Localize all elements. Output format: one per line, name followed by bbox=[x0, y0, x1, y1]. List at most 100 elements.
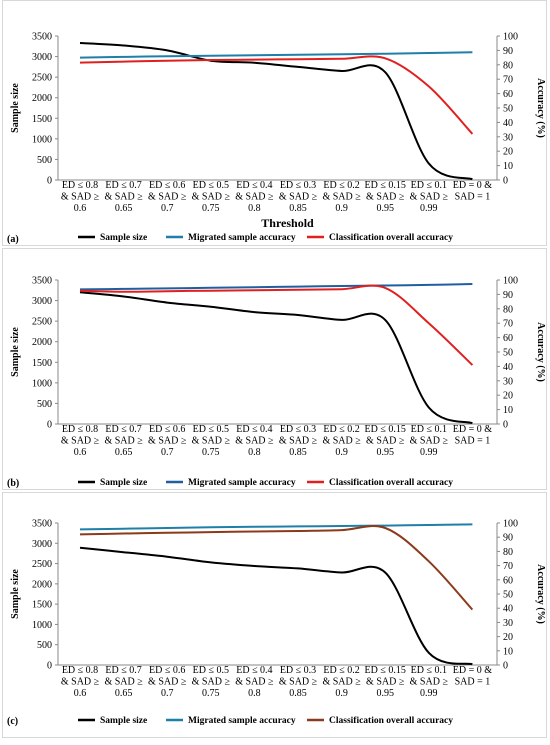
y-tick-label-right: 40 bbox=[503, 118, 513, 129]
x-tick-label: & SAD ≥ bbox=[322, 436, 361, 447]
y-tick-label-right: 40 bbox=[503, 604, 513, 615]
y-tick-label-left: 3000 bbox=[32, 539, 52, 550]
x-tick-label: & SAD ≥ bbox=[366, 677, 405, 688]
x-tick-label: & SAD ≥ bbox=[410, 436, 449, 447]
series-line-0 bbox=[79, 291, 473, 425]
x-tick-label: 0.65 bbox=[115, 688, 133, 699]
y-tick-label-left: 2000 bbox=[32, 337, 52, 348]
x-tick-label: ED ≤ 0.7 bbox=[105, 665, 141, 676]
x-tick-label: ED ≤ 0.5 bbox=[193, 180, 229, 191]
x-tick-label: ED ≤ 0.15 bbox=[365, 424, 406, 435]
y-tick-label-left: 1000 bbox=[32, 134, 52, 145]
x-tick-label: & SAD ≥ bbox=[322, 192, 361, 203]
x-tick-label: 0.6 bbox=[74, 447, 87, 458]
x-tick-label: 0.7 bbox=[161, 203, 174, 214]
x-tick-label: ED = 0 & bbox=[453, 665, 492, 676]
x-axis-title: Threshold bbox=[261, 216, 314, 230]
x-tick-label: ED ≤ 0.15 bbox=[365, 665, 406, 676]
legend-label-0: Sample size bbox=[100, 716, 147, 726]
series-line-1 bbox=[79, 523, 473, 531]
series-line-0 bbox=[79, 42, 473, 181]
x-tick-label: ED ≤ 0.4 bbox=[236, 665, 272, 676]
panel-b: 0 500 1000 1500 2000 2500 3000 3500 0 10 20 30 40 50 6… bbox=[7, 276, 546, 490]
x-tick-label: 0.6 bbox=[74, 203, 87, 214]
x-tick-label: ED ≤ 0.1 bbox=[411, 424, 447, 435]
x-tick-label: ED ≤ 0.3 bbox=[280, 180, 316, 191]
y-tick-label-right: 100 bbox=[503, 32, 518, 43]
x-tick-label: ED ≤ 0.1 bbox=[411, 180, 447, 191]
y-tick-label-right: 30 bbox=[503, 132, 513, 143]
x-tick-label: ED ≤ 0.8 bbox=[62, 665, 98, 676]
y-tick-label-right: 100 bbox=[503, 519, 518, 530]
x-tick-label: ED ≤ 0.6 bbox=[149, 424, 185, 435]
y-tick-label-right: 60 bbox=[503, 89, 513, 100]
x-tick-label: & SAD ≥ bbox=[104, 436, 143, 447]
x-tick-label: & SAD ≥ bbox=[235, 436, 274, 447]
x-tick-label: ED ≤ 0.2 bbox=[323, 180, 359, 191]
y-tick-label-right: 90 bbox=[503, 290, 513, 301]
series-line-2 bbox=[79, 284, 474, 366]
y-tick-label-left: 0 bbox=[47, 661, 52, 672]
y-tick-label-right: 30 bbox=[503, 618, 513, 629]
x-tick-label: 0.65 bbox=[115, 447, 133, 458]
x-tick-label: ED ≤ 0.2 bbox=[323, 424, 359, 435]
x-tick-label: 0.95 bbox=[376, 688, 394, 699]
x-tick-label: 0.99 bbox=[420, 447, 438, 458]
y-tick-label-right: 70 bbox=[503, 75, 513, 86]
series-line-2 bbox=[79, 55, 474, 135]
x-tick-label: ED ≤ 0.2 bbox=[323, 665, 359, 676]
y-tick-label-left: 2500 bbox=[32, 559, 52, 570]
legend-label-1: Migrated sample accuracy bbox=[188, 233, 296, 243]
y-tick-label-left: 2500 bbox=[32, 317, 52, 328]
x-tick-label: SAD = 1 bbox=[455, 677, 491, 688]
x-tick-label: 0.95 bbox=[376, 447, 394, 458]
x-tick-label: ED ≤ 0.3 bbox=[280, 665, 316, 676]
y-tick-label-left: 3000 bbox=[32, 52, 52, 63]
y-tick-label-left: 1500 bbox=[32, 600, 52, 611]
y-axis-title-left: Sample size bbox=[10, 327, 21, 377]
x-tick-label: ED ≤ 0.15 bbox=[365, 180, 406, 191]
x-tick-label: & SAD ≥ bbox=[148, 192, 187, 203]
y-tick-label-left: 1500 bbox=[32, 114, 52, 125]
y-tick-label-right: 10 bbox=[503, 161, 513, 172]
y-tick-label-left: 3500 bbox=[32, 32, 52, 43]
y-tick-label-right: 80 bbox=[503, 304, 513, 315]
x-tick-label: ED ≤ 0.8 bbox=[62, 424, 98, 435]
y-tick-label-right: 20 bbox=[503, 391, 513, 402]
x-tick-label: SAD = 1 bbox=[455, 192, 491, 203]
x-tick-label: ED = 0 & bbox=[453, 424, 492, 435]
y-axis-title-right: Accuracy (%) bbox=[535, 564, 546, 624]
x-tick-label: ED ≤ 0.4 bbox=[236, 424, 272, 435]
x-tick-label: & SAD ≥ bbox=[192, 192, 231, 203]
y-tick-label-left: 3000 bbox=[32, 296, 52, 307]
y-tick-label-left: 2000 bbox=[32, 93, 52, 104]
x-tick-label: 0.99 bbox=[420, 203, 438, 214]
panel-a-frame bbox=[2, 0, 547, 246]
y-tick-label-right: 80 bbox=[503, 547, 513, 558]
x-tick-label: & SAD ≥ bbox=[235, 677, 274, 688]
legend-label-1: Migrated sample accuracy bbox=[188, 716, 296, 726]
y-tick-label-right: 70 bbox=[503, 561, 513, 572]
y-tick-label-right: 10 bbox=[503, 405, 513, 416]
x-tick-label: 0.99 bbox=[420, 688, 438, 699]
legend-label-2: Classification overall accuracy bbox=[329, 478, 453, 488]
x-tick-label: ED ≤ 0.4 bbox=[236, 180, 272, 191]
x-tick-label: 0.85 bbox=[289, 447, 307, 458]
x-tick-label: & SAD ≥ bbox=[279, 677, 318, 688]
y-tick-label-left: 2500 bbox=[32, 73, 52, 84]
series-line-1 bbox=[79, 283, 473, 291]
x-tick-label: 0.7 bbox=[161, 447, 174, 458]
y-tick-label-right: 20 bbox=[503, 147, 513, 158]
x-tick-label: & SAD ≥ bbox=[61, 192, 100, 203]
legend-label-2: Classification overall accuracy bbox=[329, 716, 453, 726]
x-tick-label: ED ≤ 0.3 bbox=[280, 424, 316, 435]
x-tick-label: 0.75 bbox=[202, 688, 220, 699]
panel-a: 0 500 1000 1500 2000 2500 3000 3500 0 10 20 30 40 50 6… bbox=[7, 32, 546, 246]
x-tick-label: & SAD ≥ bbox=[192, 436, 231, 447]
x-tick-label: 0.85 bbox=[289, 688, 307, 699]
x-tick-label: & SAD ≥ bbox=[61, 677, 100, 688]
y-tick-label-right: 0 bbox=[503, 176, 508, 187]
x-tick-label: & SAD ≥ bbox=[104, 192, 143, 203]
y-tick-label-right: 40 bbox=[503, 362, 513, 373]
y-tick-label-left: 500 bbox=[37, 155, 52, 166]
